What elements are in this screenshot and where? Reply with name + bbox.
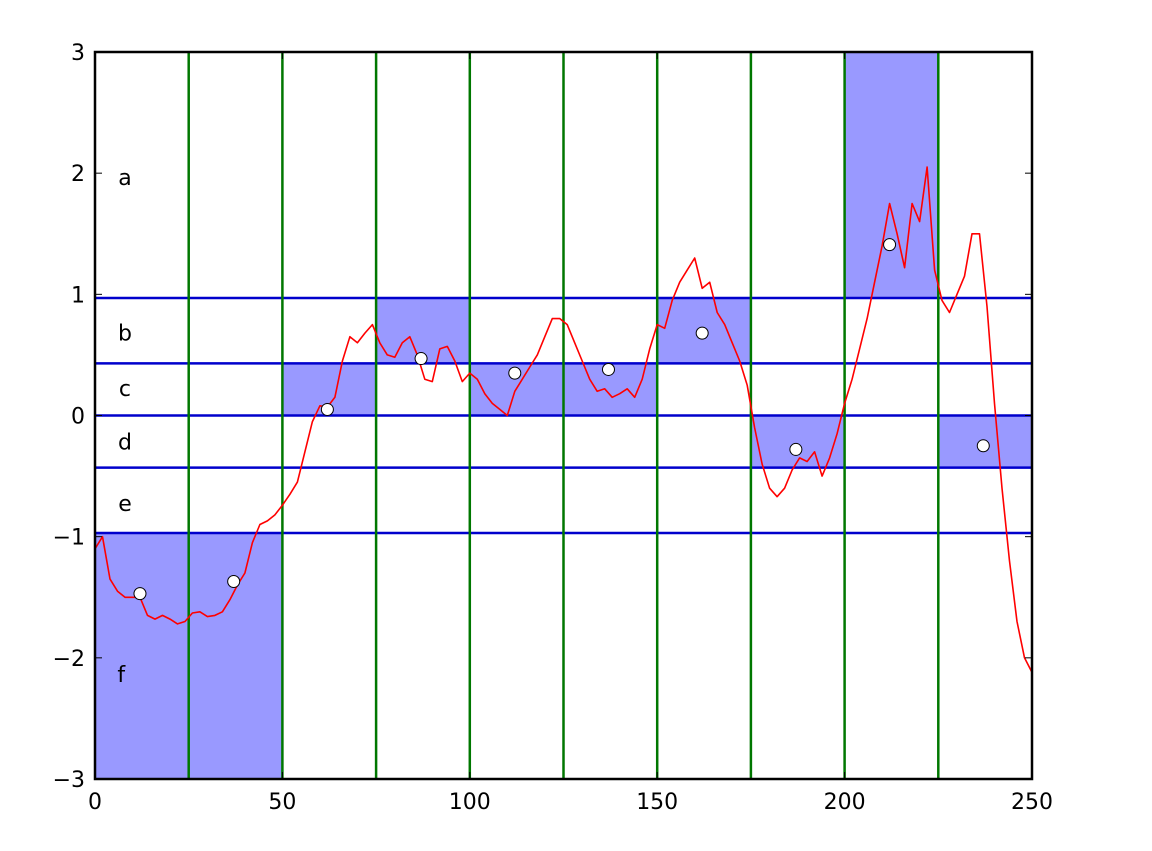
y-tick-label-2: −1 (53, 526, 85, 551)
band-label-d: d (118, 430, 132, 455)
marker-0 (133, 587, 147, 601)
band-label-b: b (118, 321, 132, 346)
marker-3 (414, 352, 428, 366)
shaded-region-1 (188, 533, 283, 779)
band-labels: a b c d e f (117, 166, 132, 688)
series-line-0 (94, 166, 1033, 673)
plot-area: a b c d e f (94, 52, 1033, 779)
shaded-region-0 (95, 533, 189, 779)
y-tick-label-4: 1 (71, 283, 85, 308)
band-label-c: c (119, 377, 131, 402)
y-axis-ticks: −3 −2 −1 0 1 2 3 (53, 41, 1032, 793)
x-tick-label-3: 150 (636, 790, 678, 815)
marker-7 (789, 442, 803, 456)
y-tick-label-5: 2 (71, 162, 85, 187)
marker-8 (883, 238, 897, 252)
x-axis-ticks: 0 50 100 150 200 250 (88, 52, 1053, 815)
band-label-e: e (118, 492, 132, 517)
marker-4 (508, 366, 522, 380)
marker-2 (320, 402, 334, 416)
x-tick-label-1: 50 (268, 790, 296, 815)
y-tick-label-3: 0 (71, 405, 85, 430)
y-tick-label-0: −3 (53, 768, 85, 793)
vertical-lines (187, 52, 940, 779)
markers-layer (133, 238, 990, 601)
x-tick-label-5: 250 (1011, 790, 1053, 815)
x-tick-label-0: 0 (88, 790, 102, 815)
band-label-a: a (118, 166, 131, 191)
band-label-f: f (117, 663, 126, 688)
marker-6 (695, 326, 709, 340)
y-tick-label-6: 3 (71, 41, 85, 66)
shaded-region-8 (844, 52, 939, 298)
marker-1 (227, 574, 241, 588)
x-tick-label-4: 200 (824, 790, 866, 815)
y-tick-label-1: −2 (53, 647, 85, 672)
marker-5 (601, 362, 615, 376)
series-layer (94, 166, 1033, 673)
marker-9 (976, 439, 990, 453)
x-tick-label-2: 100 (449, 790, 491, 815)
